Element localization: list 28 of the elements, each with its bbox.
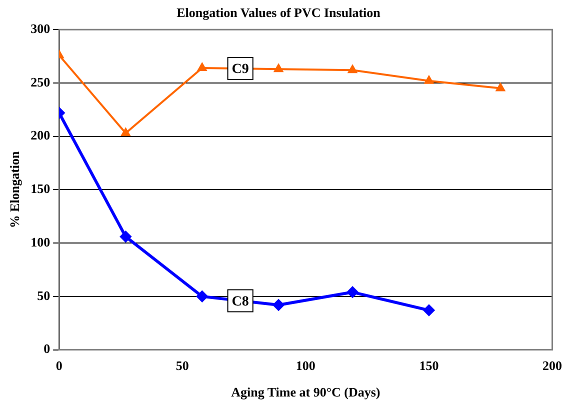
y-tick-label: 150 (30, 181, 50, 196)
point (121, 128, 130, 136)
y-tick-label: 300 (30, 20, 50, 36)
series-label: C8 (232, 294, 249, 310)
x-axis-title: Aging Time at 90°C (Days) (231, 384, 380, 400)
point (196, 290, 208, 302)
point (348, 65, 357, 74)
y-tick-label: 0 (44, 341, 50, 356)
x-tick-label: 150 (419, 358, 439, 373)
y-tick-label: 200 (30, 128, 50, 143)
series-label: C9 (232, 62, 249, 78)
x-tick-label: 200 (542, 358, 562, 373)
point (273, 299, 284, 310)
point (347, 286, 358, 298)
y-tick-label: 100 (30, 234, 50, 250)
y-axis-title: % Elongation (7, 150, 22, 228)
x-tick-label: 0 (56, 358, 62, 373)
point (274, 64, 284, 72)
point (423, 304, 434, 316)
point (424, 76, 434, 84)
y-tick-label: 250 (30, 74, 50, 90)
point (198, 63, 207, 72)
point (120, 231, 132, 242)
x-tick-label: 50 (176, 358, 189, 373)
y-tick-label: 50 (37, 288, 50, 303)
point (496, 83, 505, 92)
chart-title: Elongation Values of PVC Insulation (176, 5, 382, 20)
x-tick-label: 100 (296, 358, 316, 373)
